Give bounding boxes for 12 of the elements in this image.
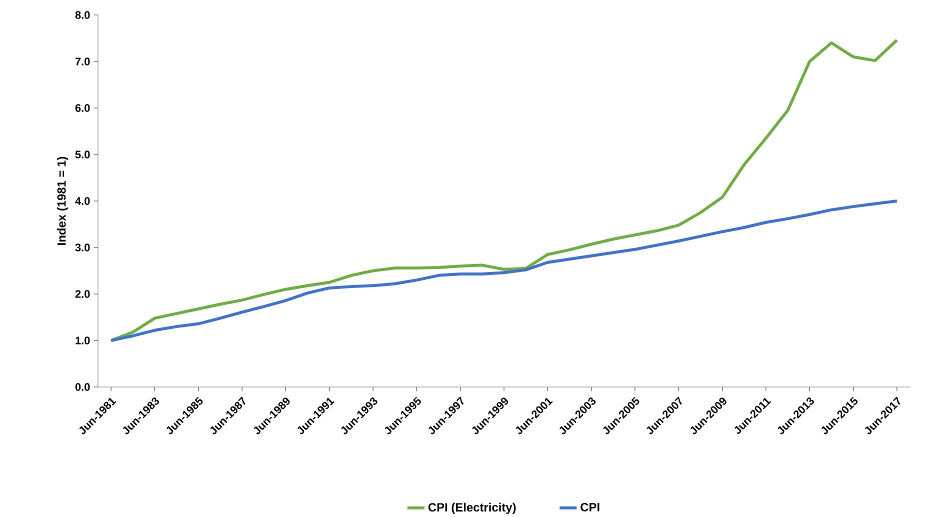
y-tick-label: 8.0: [75, 11, 90, 19]
y-tick-label: 1.0: [76, 336, 90, 344]
y-tick-label: 3.0: [75, 244, 90, 252]
y-tick-label: 4.0: [75, 197, 90, 205]
y-tick-label: 6.0: [75, 104, 90, 112]
legend-label: CPI (Electricity): [428, 502, 516, 514]
y-axis-title: Index (1981 = 1): [57, 156, 68, 245]
y-tick-label: 0.0: [75, 383, 90, 391]
y-tick-label: 2.0: [75, 290, 90, 298]
y-tick-label: 5.0: [75, 150, 90, 158]
legend-label: CPI: [580, 502, 600, 512]
y-tick-label: 7.0: [75, 58, 90, 66]
